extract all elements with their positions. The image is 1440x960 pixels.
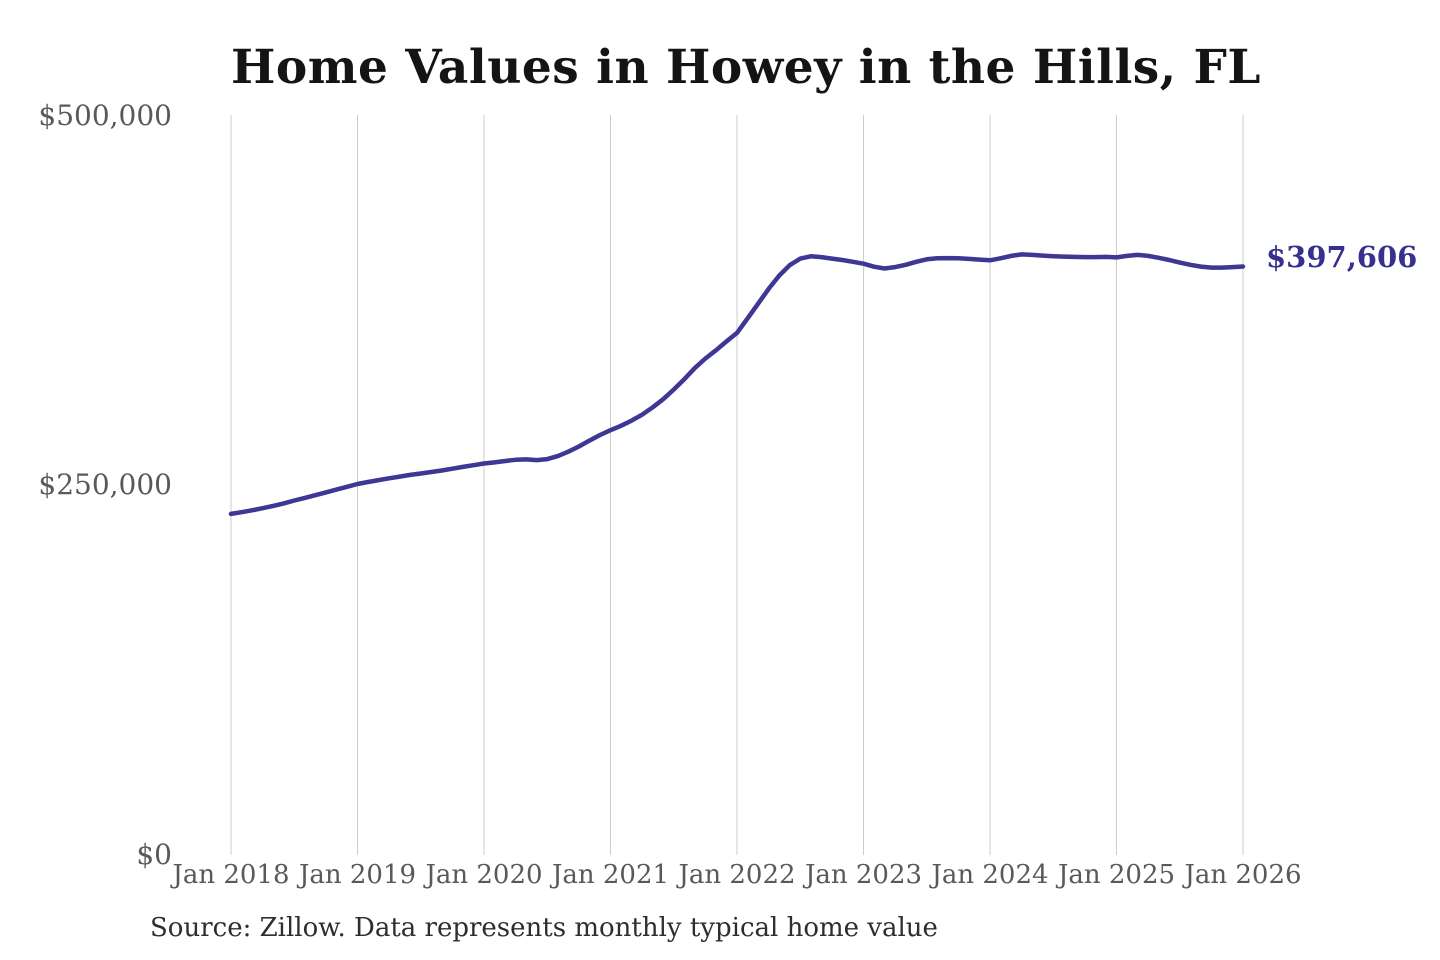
value-annotation: $397,606 [1266, 240, 1418, 274]
x-axis-tick-label: Jan 2026 [1184, 860, 1302, 890]
source-note: Source: Zillow. Data represents monthly … [150, 913, 938, 943]
x-axis-tick-label: Jan 2021 [551, 860, 670, 890]
chart-canvas [228, 115, 1246, 855]
x-axis-tick-label: Jan 2025 [1057, 860, 1176, 890]
y-axis-tick-label: $250,000 [38, 468, 172, 501]
x-axis-tick-label: Jan 2020 [425, 860, 543, 890]
x-axis-tick-label: Jan 2023 [804, 860, 923, 890]
x-axis-tick-label: Jan 2018 [172, 860, 290, 890]
y-axis-tick-label: $0 [136, 838, 172, 871]
page-title: Home Values in Howey in the Hills, FL [231, 40, 1261, 95]
x-axis-tick-label: Jan 2024 [931, 860, 1049, 890]
x-axis-tick-label: Jan 2022 [678, 860, 796, 890]
home-value-line [228, 252, 1246, 517]
x-axis-tick-label: Jan 2019 [298, 860, 417, 890]
y-axis-tick-label: $500,000 [38, 99, 172, 132]
